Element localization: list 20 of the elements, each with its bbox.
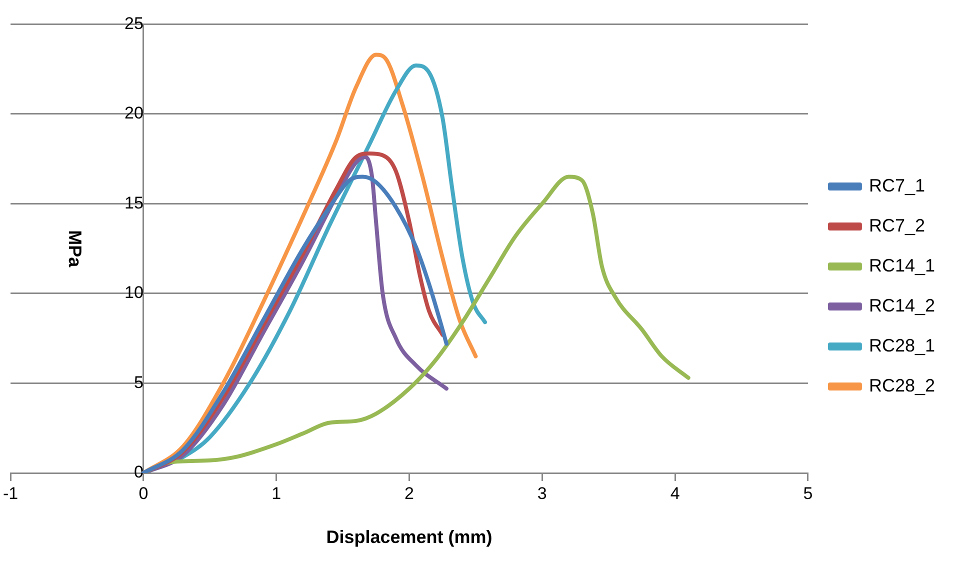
y-tick-label: 20 xyxy=(124,104,144,123)
x-tick-label: 4 xyxy=(670,484,680,503)
legend-label: RC7_1 xyxy=(868,175,925,196)
x-tick-label: 1 xyxy=(272,484,282,503)
y-tick-label: 5 xyxy=(134,372,144,392)
legend-label: RC28_2 xyxy=(868,375,936,396)
y-axis-title: MPa xyxy=(64,230,85,268)
legend-label: RC14_2 xyxy=(868,295,936,316)
y-tick-label: 10 xyxy=(124,283,144,302)
x-axis-title: Displacement (mm) xyxy=(326,527,492,548)
legend-label: RC28_1 xyxy=(868,335,936,356)
y-tick-label: 0 xyxy=(134,462,144,482)
x-tick-label: 5 xyxy=(803,484,813,503)
legend-label: RC7_2 xyxy=(868,215,925,236)
legend-label: RC14_1 xyxy=(868,255,936,276)
x-tick-label: -1 xyxy=(2,484,18,503)
x-tick-label: 2 xyxy=(404,484,414,503)
y-tick-label: 25 xyxy=(124,14,144,33)
y-tick-label: 15 xyxy=(124,193,144,212)
x-tick-label: 3 xyxy=(537,484,547,503)
